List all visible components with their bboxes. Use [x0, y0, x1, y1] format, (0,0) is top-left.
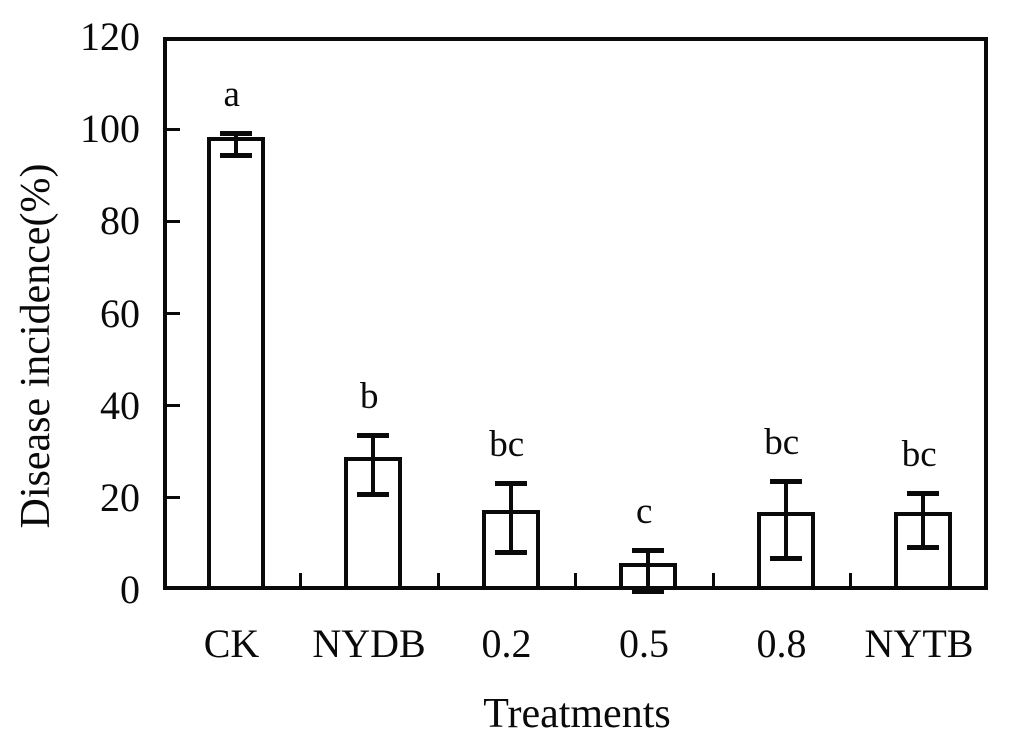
x-category-label: 0.8	[756, 621, 807, 666]
y-tick-label: 100	[80, 106, 140, 152]
x-tick-mark	[849, 573, 852, 586]
error-bar-cap-top	[769, 479, 802, 485]
plot-area	[163, 37, 988, 594]
error-bar-cap-bottom	[769, 556, 802, 562]
error-bar-cap-bottom	[907, 544, 940, 550]
error-bar-cap-bottom	[632, 588, 665, 594]
x-tick-mark	[711, 573, 715, 586]
y-tick-label: 120	[80, 14, 140, 59]
error-bar	[508, 483, 513, 553]
y-tick-mark	[167, 312, 180, 315]
sig-letter: b	[360, 376, 379, 417]
error-bar	[921, 492, 926, 548]
error-bar-cap-top	[494, 481, 527, 487]
error-bar	[646, 550, 651, 592]
bar-CK	[206, 136, 265, 586]
x-category-label: 0.2	[481, 621, 532, 666]
sig-letter: bc	[764, 422, 800, 464]
y-tick-label: 20	[100, 474, 140, 520]
error-bar-cap-bottom	[357, 491, 390, 497]
error-bar-cap-top	[907, 490, 940, 496]
sig-letter: c	[636, 491, 653, 533]
error-bar-cap-bottom	[219, 153, 252, 159]
x-category-label: 0.5	[619, 621, 669, 666]
y-tick-mark	[167, 496, 180, 500]
sig-letter: bc	[489, 424, 525, 466]
x-tick-mark	[299, 573, 302, 586]
y-tick-label: 40	[100, 382, 140, 428]
sig-letter: a	[223, 74, 240, 116]
y-tick-label: 0	[120, 567, 140, 612]
y-tick-mark	[167, 404, 180, 408]
error-bar-cap-top	[219, 131, 252, 137]
x-category-label: CK	[203, 621, 260, 666]
x-category-label: NYTB	[864, 621, 974, 666]
error-bar-cap-top	[632, 548, 665, 554]
sig-letter: bc	[901, 433, 937, 475]
bar-NYDB	[344, 456, 403, 586]
y-tick-label: 60	[100, 290, 140, 336]
x-category-label: NYDB	[312, 621, 426, 666]
x-tick-mark	[574, 573, 577, 586]
y-tick-mark	[167, 127, 180, 131]
x-tick-mark	[436, 573, 440, 586]
error-bar	[233, 133, 238, 157]
error-bar-cap-top	[357, 433, 390, 438]
error-bar-cap-bottom	[494, 549, 527, 555]
error-bar	[783, 481, 788, 560]
y-tick-label: 80	[100, 198, 140, 244]
x-axis-title: Treatments	[483, 691, 671, 737]
error-bar	[371, 435, 376, 495]
y-tick-mark	[167, 219, 180, 223]
